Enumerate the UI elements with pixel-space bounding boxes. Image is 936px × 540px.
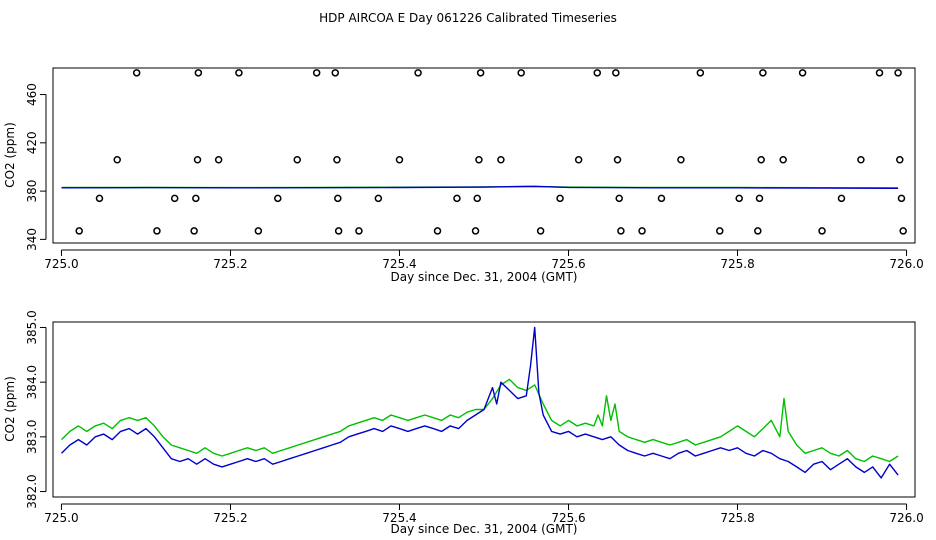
scatter-point xyxy=(334,227,343,235)
x-tick-label: 725.8 xyxy=(720,257,754,271)
scatter-point xyxy=(433,227,442,235)
scatter-point xyxy=(497,155,505,164)
x-tick-label: 725.0 xyxy=(44,511,78,525)
scatter-point xyxy=(899,227,907,235)
scatter-point xyxy=(193,155,202,164)
y-tick-label: 383.0 xyxy=(25,420,39,454)
scatter-point xyxy=(132,69,141,77)
x-tick-label: 726.0 xyxy=(889,257,923,271)
scatter-point xyxy=(471,227,480,235)
y-axis-label: CO2 (ppm) xyxy=(3,122,17,188)
x-axis-label: Day since Dec. 31, 2004 (GMT) xyxy=(391,270,578,284)
plot-frame xyxy=(52,67,916,244)
series-line xyxy=(61,326,899,479)
scatter-point xyxy=(754,227,762,235)
x-tick-label: 725.0 xyxy=(44,257,78,271)
scatter-point xyxy=(894,69,902,77)
scatter-point xyxy=(657,194,666,203)
scatter-point xyxy=(757,155,765,164)
scatter-point xyxy=(896,155,904,164)
scatter-point xyxy=(617,227,625,235)
series-line xyxy=(61,378,899,463)
scatter-point xyxy=(254,227,263,235)
y-tick-label: 420 xyxy=(25,131,39,154)
scatter-point xyxy=(536,227,545,235)
y-tick-label: 384.0 xyxy=(25,365,39,399)
scatter-point xyxy=(75,227,83,235)
x-tick-label: 725.4 xyxy=(382,511,416,525)
x-tick-label: 725.6 xyxy=(551,511,585,525)
x-tick-label: 725.2 xyxy=(213,511,247,525)
scatter-point xyxy=(476,69,485,77)
y-axis: 382.0 383.0 384.0 385.0 xyxy=(25,310,47,509)
x-axis: 725.0 725.2 725.4 725.6 725.8 726.0 xyxy=(44,503,924,525)
scatter-point xyxy=(475,155,483,164)
scatter-point xyxy=(593,69,601,77)
y-tick-label: 382.0 xyxy=(25,474,39,508)
scatter-point xyxy=(798,69,807,77)
scatter-point xyxy=(312,69,321,77)
scatter-point xyxy=(194,69,203,77)
scatter-point xyxy=(192,194,200,203)
scatter-point xyxy=(293,155,301,164)
scatter-point xyxy=(897,194,906,203)
chart-title: HDP AIRCOA E Day 061226 Calibrated Times… xyxy=(319,11,617,25)
scatter-point xyxy=(473,194,481,203)
y-axis: 340 380 420 460 xyxy=(25,83,47,251)
data-marks xyxy=(61,326,899,479)
scatter-point xyxy=(735,194,743,203)
scatter-point xyxy=(615,194,623,203)
data-marks xyxy=(61,69,907,235)
scatter-point xyxy=(556,194,564,203)
scatter-point xyxy=(677,155,685,164)
scatter-point xyxy=(153,227,161,235)
scatter-point xyxy=(696,69,705,77)
scatter-point xyxy=(190,227,198,235)
scatter-point xyxy=(759,69,767,77)
x-tick-label: 725.4 xyxy=(382,257,416,271)
scatter-point xyxy=(374,194,383,203)
y-tick-label: 380 xyxy=(25,180,39,203)
scatter-point xyxy=(331,69,340,77)
scatter-point xyxy=(113,155,121,164)
scatter-point xyxy=(395,155,404,164)
scatter-point xyxy=(875,69,884,77)
co2-line-panel: 725.0 725.2 725.4 725.6 725.8 726.0 382.0 383.… xyxy=(3,310,924,536)
scatter-point xyxy=(612,69,620,77)
scatter-point xyxy=(613,155,622,164)
y-axis-label: CO2 (ppm) xyxy=(3,376,17,442)
x-tick-label: 725.6 xyxy=(551,257,585,271)
scatter-point xyxy=(274,194,282,203)
scatter-point xyxy=(95,194,104,203)
scatter-point xyxy=(334,194,342,203)
x-tick-label: 726.0 xyxy=(889,511,923,525)
scatter-point xyxy=(716,227,724,235)
series-line xyxy=(61,185,899,189)
scatter-point xyxy=(837,194,846,203)
scatter-point xyxy=(214,155,223,164)
scatter-point xyxy=(857,155,865,164)
scatter-point xyxy=(779,155,787,164)
scatter-point xyxy=(755,194,764,203)
scatter-point xyxy=(333,155,341,164)
scatter-point xyxy=(414,69,422,77)
x-axis: 725.0 725.2 725.4 725.6 725.8 726.0 xyxy=(44,249,924,271)
scatter-point xyxy=(517,69,525,77)
scatter-point xyxy=(453,194,461,203)
x-tick-label: 725.8 xyxy=(720,511,754,525)
y-tick-label: 385.0 xyxy=(25,310,39,344)
scatter-point xyxy=(574,155,583,164)
plot-frame xyxy=(52,321,916,498)
y-tick-label: 460 xyxy=(25,83,39,106)
x-tick-label: 725.2 xyxy=(213,257,247,271)
scatter-point xyxy=(638,227,646,235)
scatter-point xyxy=(818,227,826,235)
co2-scatter-panel: 725.0 725.2 725.4 725.6 725.8 726.0 340 380 420… xyxy=(3,67,924,284)
y-tick-label: 340 xyxy=(25,228,39,251)
scatter-point xyxy=(355,227,363,235)
scatter-point xyxy=(170,194,179,203)
scatter-point xyxy=(235,69,243,77)
x-axis-label: Day since Dec. 31, 2004 (GMT) xyxy=(391,522,578,536)
